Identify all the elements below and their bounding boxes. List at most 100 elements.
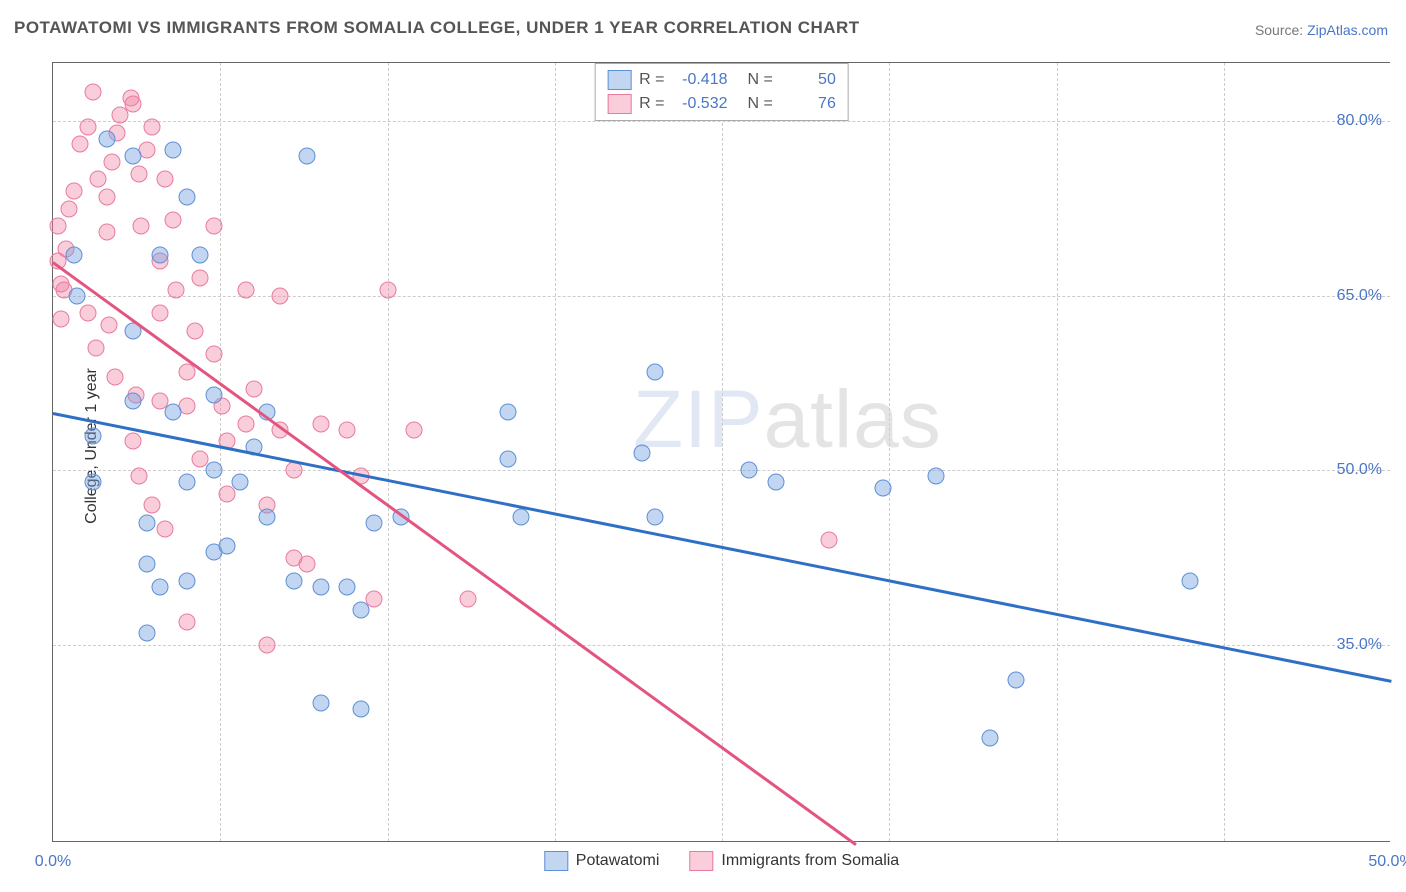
data-point: [138, 514, 155, 531]
data-point: [178, 188, 195, 205]
data-point: [285, 462, 302, 479]
data-point: [218, 485, 235, 502]
source-label: Source: ZipAtlas.com: [1255, 22, 1388, 38]
x-tick-label: 50.0%: [1368, 853, 1406, 871]
data-point: [299, 555, 316, 572]
data-point: [874, 479, 891, 496]
data-point: [103, 153, 120, 170]
data-point: [339, 578, 356, 595]
data-point: [90, 171, 107, 188]
data-point: [232, 474, 249, 491]
data-point: [66, 247, 83, 264]
y-tick-label: 50.0%: [1337, 461, 1382, 479]
data-point: [157, 520, 174, 537]
data-point: [259, 509, 276, 526]
data-point: [106, 369, 123, 386]
data-point: [245, 380, 262, 397]
data-point: [352, 602, 369, 619]
data-point: [312, 578, 329, 595]
data-point: [53, 311, 70, 328]
data-point: [178, 573, 195, 590]
data-point: [125, 148, 142, 165]
data-point: [144, 119, 161, 136]
legend-stats-row: R =-0.532 N =76: [607, 92, 836, 116]
data-point: [647, 509, 664, 526]
legend-item: Potawatomi: [544, 851, 660, 871]
legend-stats: R =-0.418 N =50 R =-0.532 N =76: [594, 63, 849, 121]
data-point: [186, 322, 203, 339]
data-point: [218, 538, 235, 555]
data-point: [111, 107, 128, 124]
data-point: [144, 497, 161, 514]
data-point: [125, 95, 142, 112]
legend-label: Potawatomi: [576, 852, 660, 870]
data-point: [50, 217, 67, 234]
data-point: [513, 509, 530, 526]
data-point: [152, 247, 169, 264]
data-point: [152, 305, 169, 322]
data-point: [205, 217, 222, 234]
legend-swatch: [607, 70, 631, 90]
x-tick-label: 0.0%: [35, 853, 71, 871]
data-point: [130, 468, 147, 485]
data-point: [205, 462, 222, 479]
data-point: [928, 468, 945, 485]
data-point: [178, 474, 195, 491]
data-point: [299, 148, 316, 165]
data-point: [79, 119, 96, 136]
data-point: [69, 287, 86, 304]
data-point: [1182, 573, 1199, 590]
grid-line: [220, 63, 221, 841]
data-point: [272, 287, 289, 304]
legend-series: Potawatomi Immigrants from Somalia: [544, 851, 899, 871]
data-point: [152, 578, 169, 595]
data-point: [1008, 672, 1025, 689]
data-point: [366, 514, 383, 531]
page-title: POTAWATOMI VS IMMIGRANTS FROM SOMALIA CO…: [14, 18, 860, 38]
legend-swatch: [544, 851, 568, 871]
data-point: [352, 701, 369, 718]
legend-stats-row: R =-0.418 N =50: [607, 68, 836, 92]
data-point: [192, 270, 209, 287]
data-point: [312, 695, 329, 712]
data-point: [259, 637, 276, 654]
data-point: [499, 450, 516, 467]
data-point: [98, 130, 115, 147]
scatter-plot: ZIPatlas R =-0.418 N =50 R =-0.532 N =76…: [52, 62, 1390, 842]
data-point: [165, 212, 182, 229]
data-point: [312, 415, 329, 432]
data-point: [165, 142, 182, 159]
data-point: [647, 363, 664, 380]
data-point: [633, 445, 650, 462]
grid-line: [1057, 63, 1058, 841]
data-point: [499, 404, 516, 421]
data-point: [740, 462, 757, 479]
y-tick-label: 35.0%: [1337, 636, 1382, 654]
data-point: [130, 165, 147, 182]
legend-swatch: [607, 94, 631, 114]
data-point: [379, 282, 396, 299]
trend-line: [52, 261, 856, 845]
data-point: [178, 613, 195, 630]
y-tick-label: 80.0%: [1337, 112, 1382, 130]
data-point: [459, 590, 476, 607]
data-point: [285, 573, 302, 590]
source-link[interactable]: ZipAtlas.com: [1307, 22, 1388, 38]
data-point: [767, 474, 784, 491]
legend-item: Immigrants from Somalia: [689, 851, 899, 871]
data-point: [85, 474, 102, 491]
data-point: [192, 247, 209, 264]
data-point: [101, 316, 118, 333]
grid-line: [555, 63, 556, 841]
grid-line: [1224, 63, 1225, 841]
data-point: [168, 282, 185, 299]
data-point: [98, 223, 115, 240]
legend-label: Immigrants from Somalia: [721, 852, 899, 870]
data-point: [85, 427, 102, 444]
data-point: [205, 346, 222, 363]
data-point: [157, 171, 174, 188]
data-point: [71, 136, 88, 153]
grid-line: [388, 63, 389, 841]
data-point: [125, 392, 142, 409]
data-point: [125, 433, 142, 450]
